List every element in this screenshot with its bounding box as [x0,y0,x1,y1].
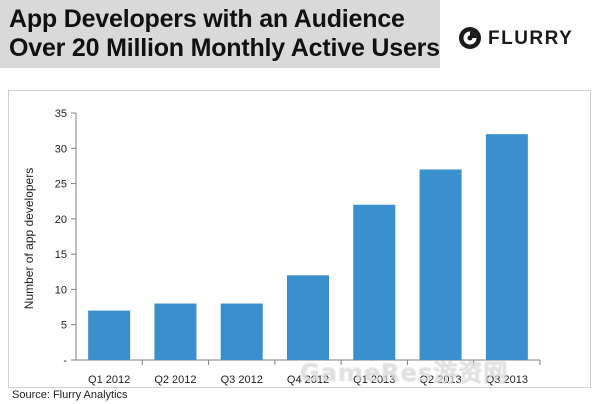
bar [88,310,131,360]
flurry-logo-icon [459,27,481,49]
flurry-logo: FLURRY [458,26,578,54]
bar [287,275,329,360]
chart-title-line-1: App Developers with an Audience [9,5,405,33]
x-tick-label: Q2 2012 [154,374,196,386]
x-tick-label: Q1 2012 [88,374,130,386]
bar [485,134,528,360]
x-tick-label: Q1 2013 [353,374,395,386]
chart-title-box: App Developers with an Audience Over 20 … [0,0,440,68]
bar [220,303,263,360]
y-axis-title: Number of app developers [22,168,36,309]
flurry-logo-text: FLURRY [488,28,574,49]
x-tick-label: Q2 2013 [419,374,461,386]
source-note: Source: Flurry Analytics [12,389,128,401]
y-tick-label: 10 [55,284,67,296]
x-tick-label: Q4 2012 [287,374,329,386]
bar [419,169,462,360]
y-tick-label: 30 [55,143,67,155]
y-tick-label: 5 [61,320,67,332]
y-tick-label: 20 [55,214,67,226]
plot-frame [8,90,591,388]
x-tick-label: Q3 2012 [221,374,263,386]
chart-title-line-2: Over 20 Million Monthly Active Users [9,34,440,62]
y-tick-label: 35 [55,108,67,120]
bar [353,204,396,360]
y-tick-label: - [63,355,67,367]
y-tick-label: 15 [55,249,67,261]
x-tick-label: Q3 2013 [486,374,528,386]
watermark-text: GameRes游资网 [300,359,509,387]
bar [154,303,197,360]
y-tick-label: 25 [55,179,67,191]
